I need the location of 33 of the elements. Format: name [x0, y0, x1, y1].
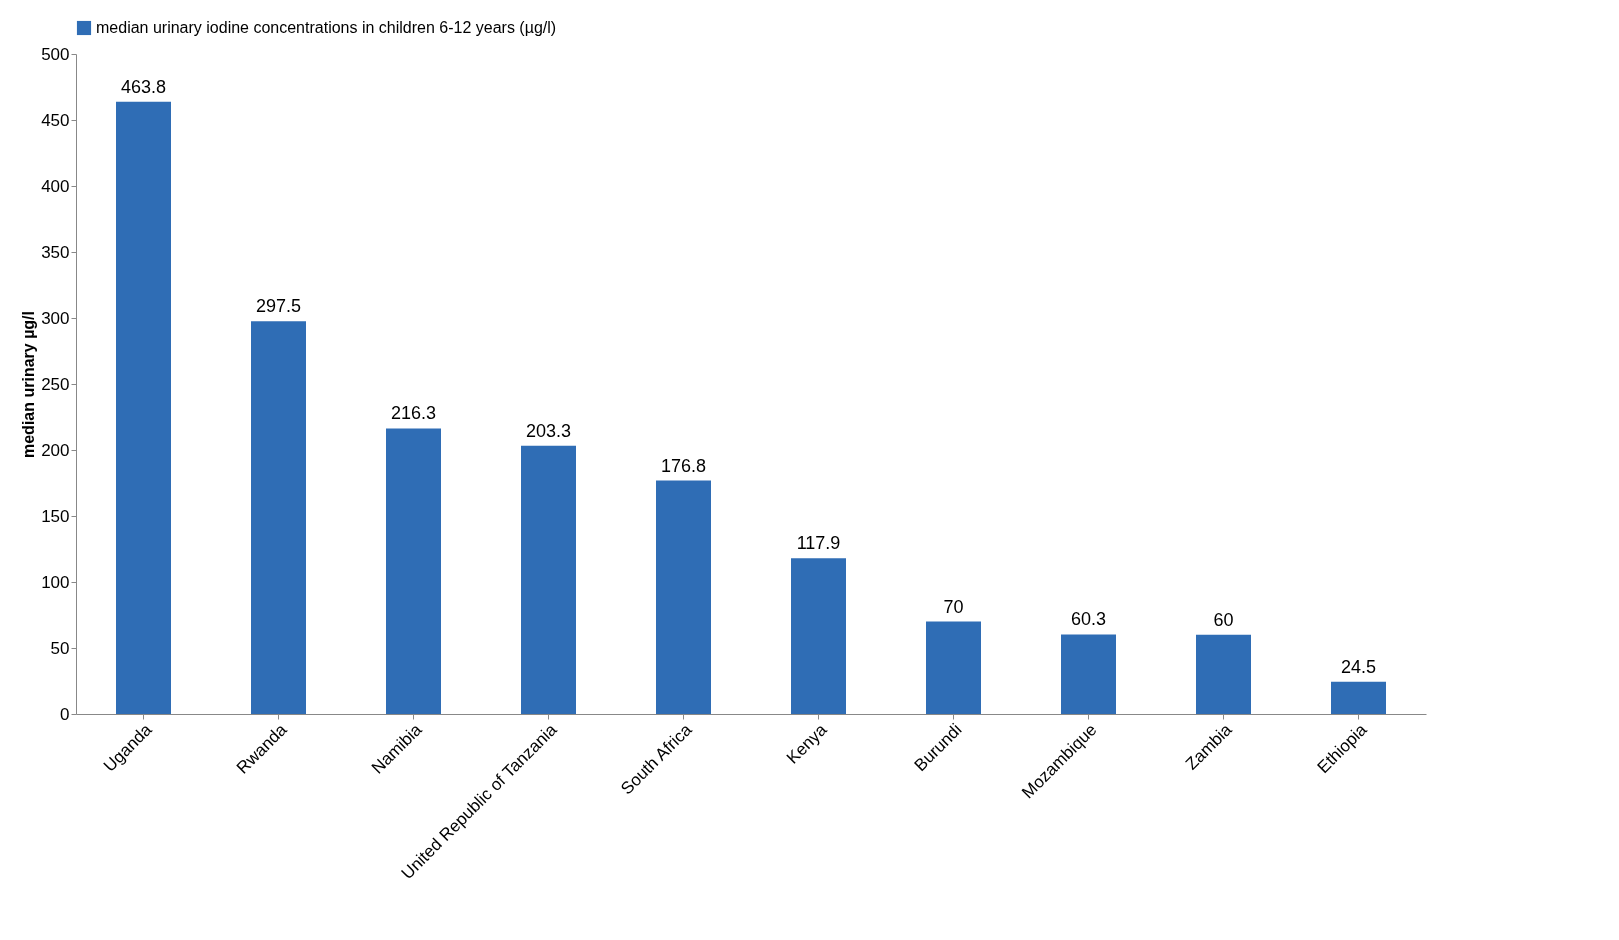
data-label: 60 [1213, 609, 1234, 630]
data-label: 203.3 [525, 420, 572, 441]
y-tick-label: 450 [41, 110, 70, 130]
bar [926, 621, 981, 714]
y-axis-title: median urinary µg/l [20, 310, 38, 459]
data-label: 60.3 [1070, 609, 1107, 630]
bar [1331, 681, 1386, 714]
y-tick-label: 300 [41, 308, 70, 328]
bar [1061, 634, 1116, 714]
bar [251, 321, 306, 714]
bar [386, 428, 441, 714]
y-tick-label: 500 [41, 44, 70, 64]
bar [521, 445, 576, 714]
bar [791, 558, 846, 714]
bar [1196, 634, 1251, 714]
y-tick-label: 250 [41, 374, 70, 394]
y-tick-label: 100 [41, 572, 70, 592]
y-tick-label: 0 [60, 704, 70, 724]
y-tick-label: 200 [41, 440, 70, 460]
data-label: 117.9 [796, 533, 841, 554]
bar [116, 101, 171, 714]
data-label: 24.5 [1340, 656, 1377, 677]
legend-label: median urinary iodine concentrations in children 6-12 years (µg/l) [96, 19, 557, 36]
y-tick-label: 350 [41, 242, 70, 262]
data-label: 70 [943, 596, 964, 617]
y-tick-label: 400 [41, 176, 70, 196]
y-tick-label: 150 [41, 506, 70, 526]
y-tick-label: 50 [50, 638, 70, 658]
data-label: 297.5 [255, 296, 302, 317]
data-label: 216.3 [390, 403, 437, 424]
data-label: 463.8 [120, 76, 167, 97]
bar [656, 480, 711, 714]
data-label: 176.8 [660, 455, 707, 476]
